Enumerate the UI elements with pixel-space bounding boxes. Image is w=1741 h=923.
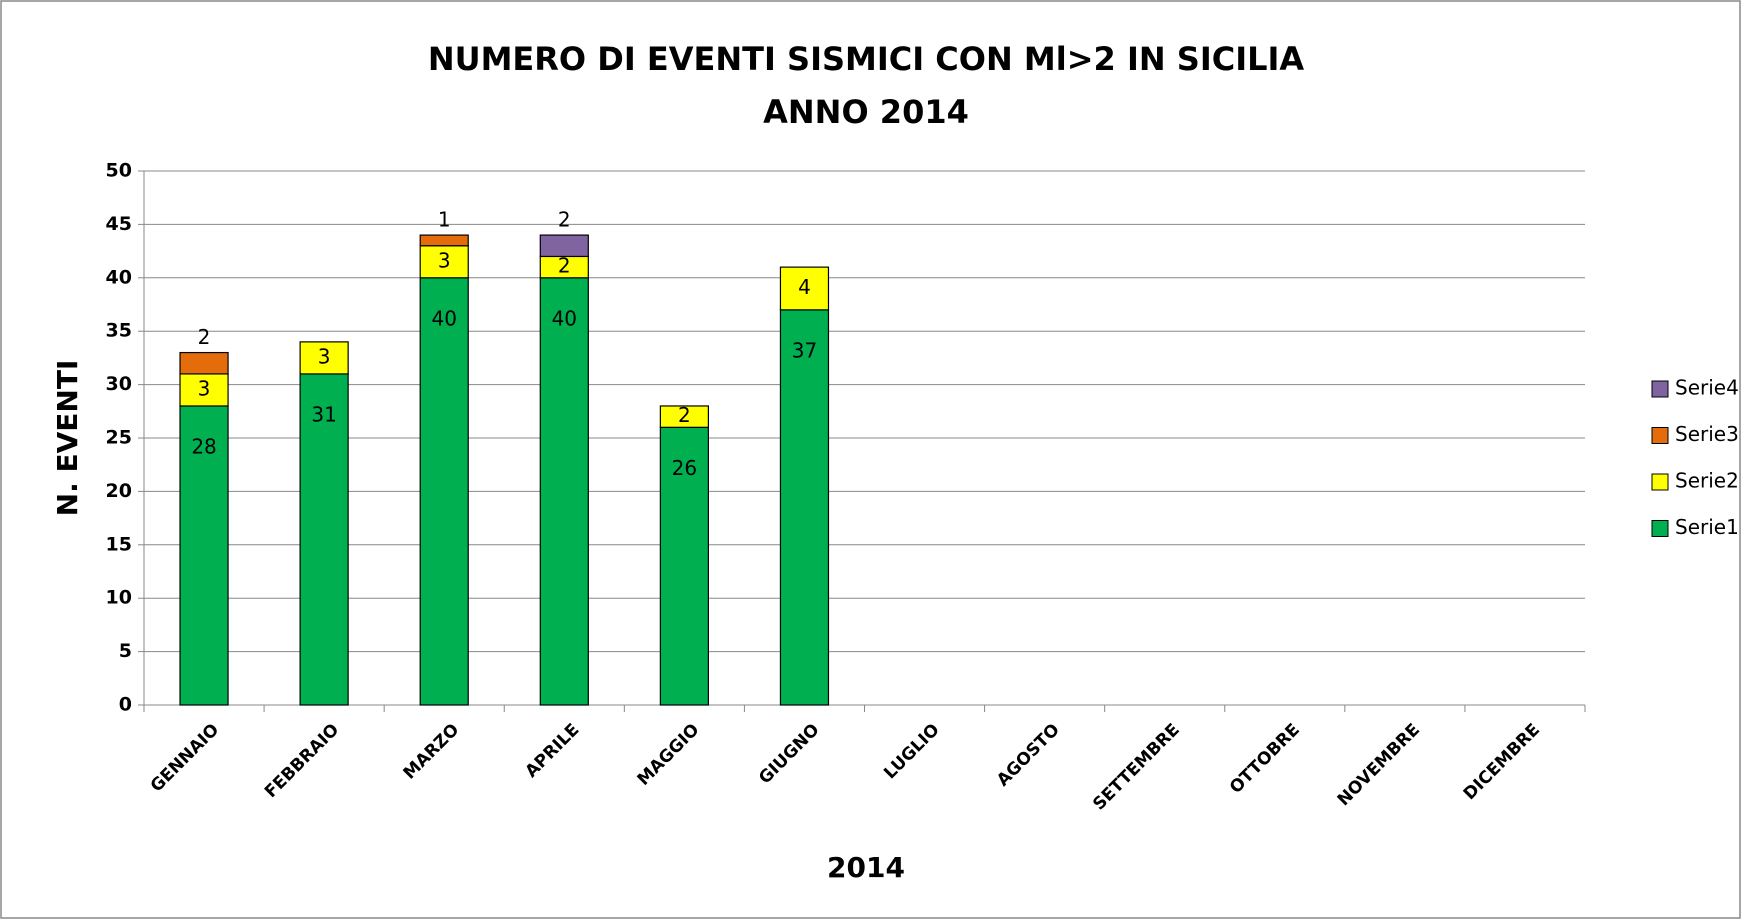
bar-segment: [659, 405, 709, 428]
bar-segment: [179, 405, 229, 706]
y-tick-label: 20: [106, 480, 132, 502]
data-label: 37: [792, 338, 817, 362]
y-axis-title: N. EVENTI: [51, 360, 84, 517]
data-label: 40: [552, 306, 577, 330]
data-label: 2: [558, 208, 571, 232]
y-tick-label: 30: [106, 373, 132, 395]
y-tick-label: 40: [106, 266, 132, 288]
data-label: 3: [438, 248, 451, 272]
data-label: 1: [438, 208, 451, 232]
y-tick-label: 0: [119, 694, 132, 716]
legend-swatch: [1651, 520, 1669, 537]
bar-segment: [779, 266, 830, 311]
legend-swatch: [1651, 380, 1669, 398]
legend-label: Serie4: [1675, 376, 1739, 400]
data-label: 3: [198, 376, 211, 400]
data-label: 3: [318, 344, 331, 368]
bar-segment: [419, 277, 469, 706]
data-label: 2: [678, 403, 691, 427]
bar-segment: [779, 309, 830, 706]
data-label: 40: [431, 306, 456, 330]
legend-label: Serie1: [1675, 515, 1739, 539]
data-label: 28: [191, 434, 216, 458]
bar-segment: [179, 351, 229, 375]
bar-segment: [539, 277, 589, 706]
chart-title: NUMERO DI EVENTI SISMICI CON Ml>2 IN SIC…: [428, 40, 1305, 78]
y-tick-label: 15: [106, 533, 132, 555]
bar-segment: [299, 341, 349, 375]
legend-swatch: [1651, 473, 1669, 491]
legend-swatch: [1651, 427, 1669, 444]
data-label: 2: [558, 254, 571, 278]
legend-label: Serie2: [1675, 469, 1739, 493]
y-tick-label: 10: [106, 587, 132, 609]
bar-segment: [419, 245, 469, 279]
bar-segment: [659, 426, 709, 706]
x-axis-title: 2014: [827, 851, 905, 884]
data-label: 26: [672, 456, 697, 480]
y-tick-label: 25: [106, 427, 132, 449]
data-label: 4: [798, 275, 811, 299]
bar-segment: [179, 373, 229, 407]
bar-segment: [539, 234, 589, 258]
legend-label: Serie3: [1675, 422, 1739, 446]
chart-subtitle: ANNO 2014: [763, 93, 969, 131]
bar-segment: [299, 373, 349, 706]
data-label: 31: [311, 402, 336, 426]
bar-segment: [419, 234, 469, 247]
data-label: 2: [198, 325, 211, 349]
y-tick-label: 5: [119, 640, 132, 662]
y-tick-label: 35: [106, 320, 132, 342]
y-tick-label: 45: [106, 213, 132, 235]
y-tick-label: 50: [106, 160, 132, 182]
